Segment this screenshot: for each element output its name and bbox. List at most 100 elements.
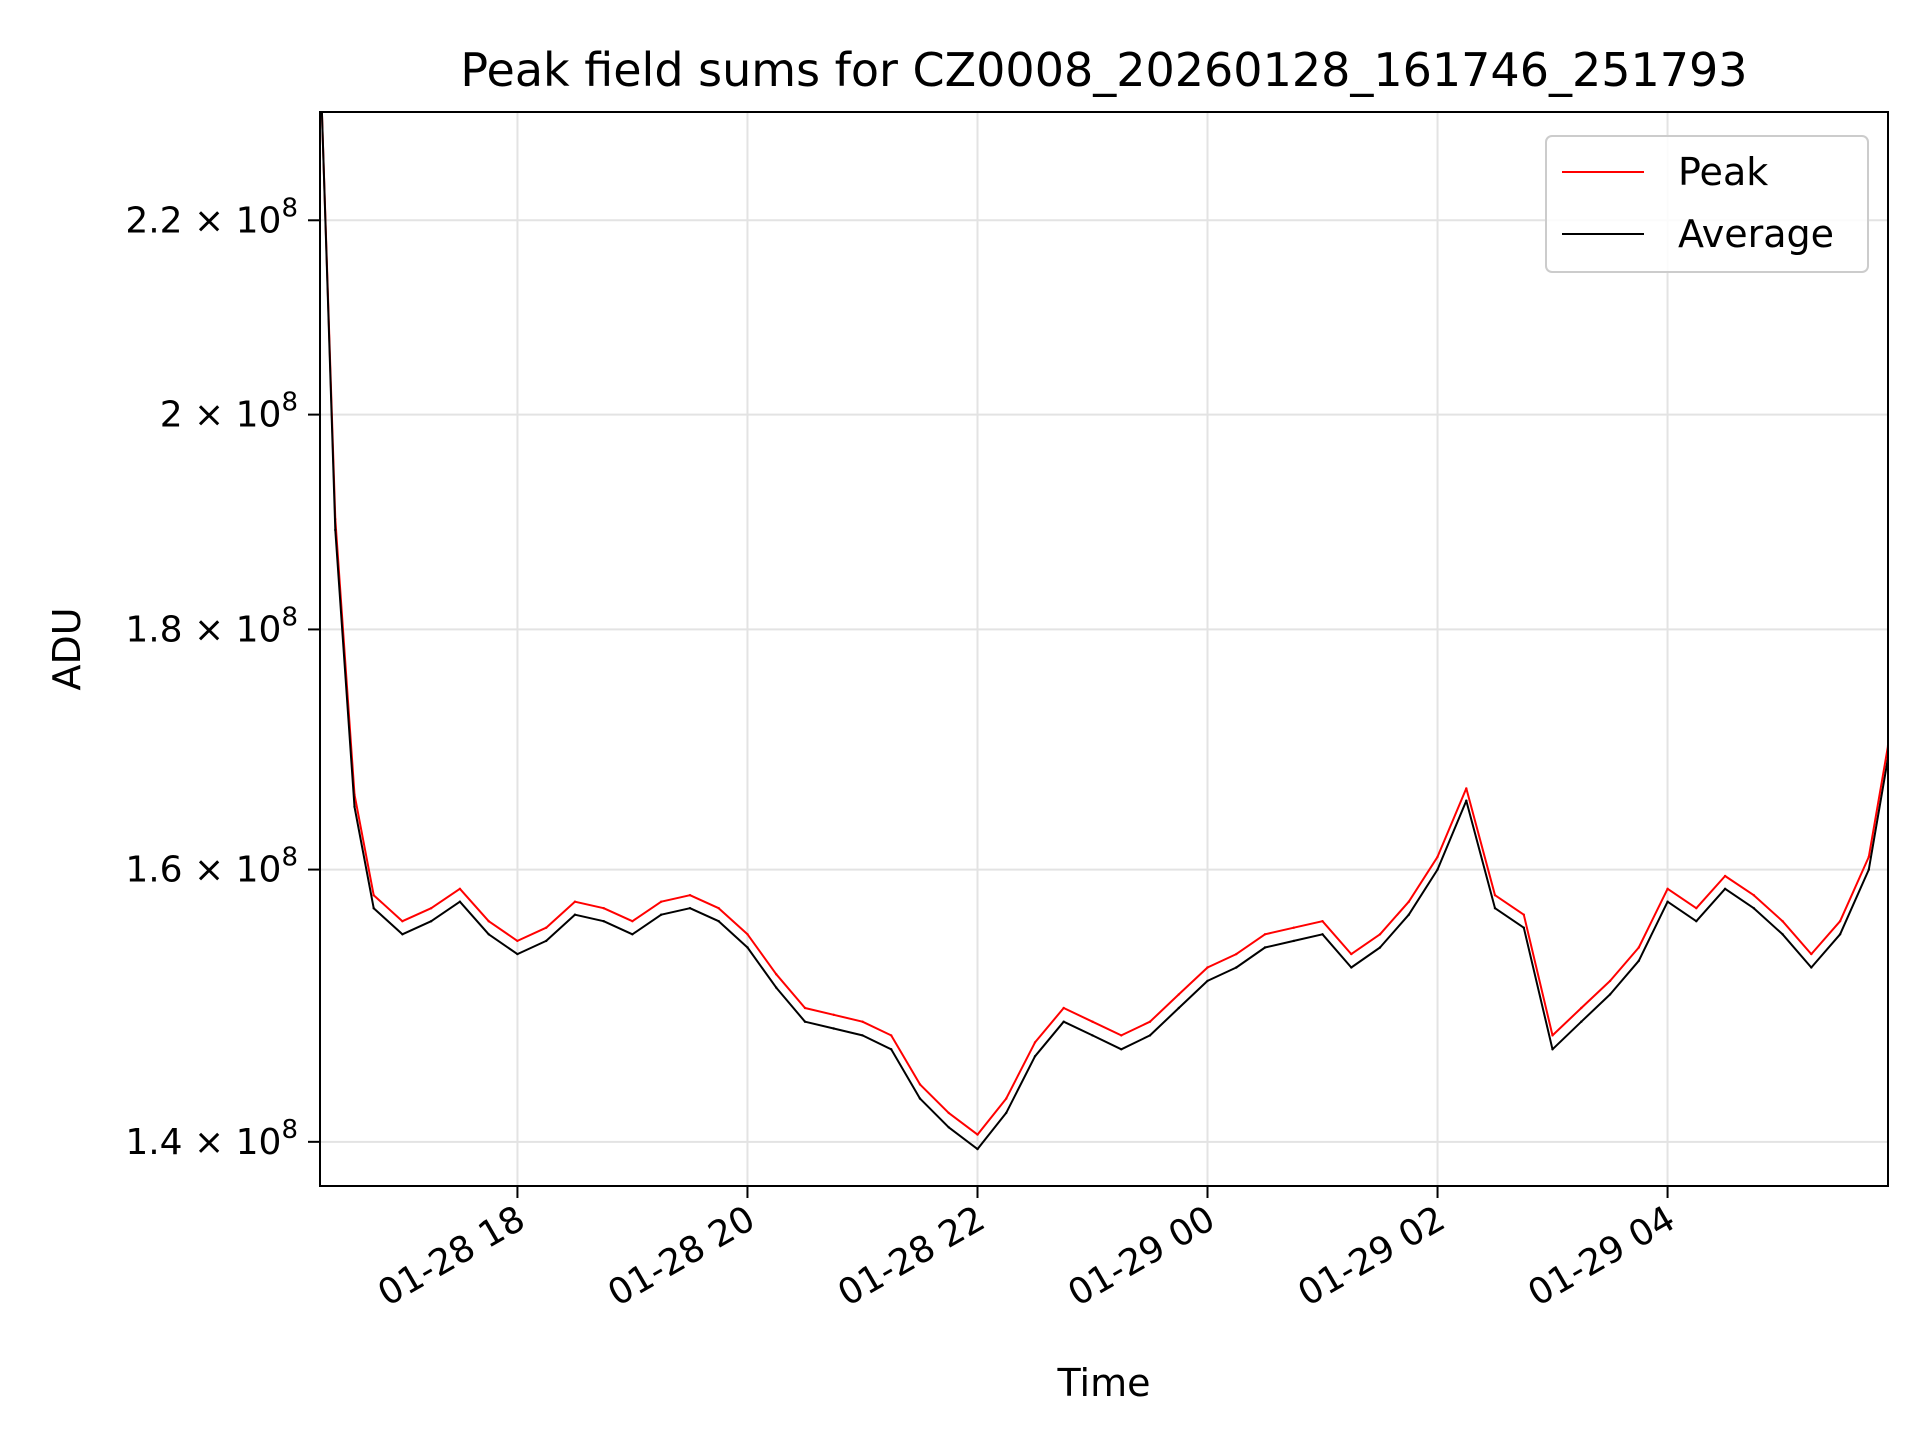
data-point-average	[631, 933, 634, 936]
data-point-peak	[1465, 787, 1468, 790]
data-point-average	[1493, 907, 1497, 910]
data-point-average	[1436, 868, 1439, 871]
x-tick-label: 01-28 18	[371, 1198, 532, 1314]
y-tick-mantissa: 2.2	[125, 200, 182, 241]
data-point-peak	[1120, 1034, 1123, 1037]
data-point-average	[353, 805, 356, 808]
y-tick-exponent: 8	[281, 193, 298, 223]
data-point-peak	[602, 907, 605, 910]
data-point-peak	[861, 1020, 864, 1023]
y-tick-exponent: 8	[281, 843, 298, 873]
data-point-average	[487, 933, 490, 936]
data-point-average	[1350, 966, 1353, 969]
y-axis-label: ADU	[45, 607, 89, 690]
data-point-peak	[1263, 933, 1267, 936]
data-point-peak	[1810, 952, 1813, 956]
data-point-average	[1120, 1048, 1123, 1051]
y-tick-times: × 10	[183, 395, 282, 436]
data-point-average	[334, 528, 337, 532]
data-point-peak	[1838, 920, 1842, 923]
data-point-peak	[1235, 952, 1238, 956]
x-tick-label: 01-29 04	[1521, 1198, 1682, 1314]
data-point-average	[1522, 926, 1526, 929]
data-point-average	[1781, 933, 1784, 936]
data-point-average	[516, 952, 519, 956]
data-point-average	[401, 933, 404, 936]
data-point-average	[1177, 1006, 1181, 1010]
data-point-peak	[1493, 894, 1497, 897]
data-point-average	[1695, 920, 1698, 923]
data-point-peak	[775, 973, 778, 976]
data-point-peak	[458, 887, 462, 890]
y-tick-mantissa: 1.6	[125, 850, 182, 891]
y-tick-label: 1.6 × 108	[125, 843, 298, 891]
data-point-average	[717, 920, 720, 923]
data-point-peak	[487, 920, 490, 923]
data-point-average	[890, 1048, 893, 1051]
data-point-average	[1378, 946, 1382, 949]
data-point-average	[1321, 933, 1324, 936]
data-point-peak	[1292, 926, 1296, 929]
data-point-peak	[1436, 855, 1439, 859]
data-point-peak	[1522, 913, 1526, 916]
data-point-peak	[947, 1111, 950, 1115]
data-point-peak	[1637, 946, 1641, 949]
data-point-peak	[1752, 894, 1756, 897]
legend: Peak Average	[1545, 135, 1869, 273]
data-point-peak	[1350, 952, 1353, 956]
data-point-peak	[1407, 900, 1411, 903]
y-tick-times: × 10	[183, 609, 282, 650]
data-point-average	[1292, 939, 1296, 943]
data-point-peak	[545, 926, 548, 929]
data-point-peak	[516, 939, 519, 943]
y-tick-mantissa: 1.8	[125, 609, 182, 650]
data-point-average	[1867, 868, 1871, 871]
grid-layer	[320, 112, 1888, 1186]
data-point-peak	[1148, 1020, 1152, 1023]
y-tick-label: 1.4 × 108	[125, 1115, 298, 1163]
data-point-peak	[1580, 1006, 1583, 1010]
y-tick-times: × 10	[183, 850, 282, 891]
data-point-average	[947, 1126, 950, 1129]
data-point-average	[660, 913, 663, 916]
data-point-peak	[1091, 1020, 1094, 1023]
y-tick-label: 1.8 × 108	[125, 602, 298, 650]
legend-label-peak: Peak	[1678, 150, 1768, 194]
data-point-peak	[1177, 993, 1181, 996]
data-point-average	[1033, 1055, 1037, 1058]
data-point-average	[573, 913, 577, 916]
data-point-peak	[1666, 887, 1669, 890]
chart-title: Peak field sums for CZ0008_20260128_1617…	[460, 43, 1747, 97]
data-point-average	[1235, 966, 1238, 969]
legend-label-average: Average	[1678, 212, 1834, 256]
tick-layer: 01-28 18 01-28 20 01-28 22 01-29 00 01-29 02…	[125, 193, 1682, 1314]
data-point-average	[1810, 966, 1813, 969]
data-point-average	[1838, 933, 1842, 936]
data-point-average	[1637, 959, 1641, 962]
data-point-peak	[1321, 920, 1324, 923]
data-point-average	[1148, 1034, 1152, 1037]
data-point-peak	[1378, 933, 1382, 936]
data-point-average	[602, 920, 605, 923]
data-point-average	[430, 920, 433, 923]
data-point-peak	[918, 1083, 922, 1086]
data-point-peak	[1005, 1097, 1008, 1100]
data-point-peak	[688, 894, 692, 897]
x-tick-label: 01-28 22	[831, 1198, 992, 1314]
data-point-average	[861, 1034, 864, 1037]
data-point-average	[1062, 1020, 1065, 1023]
x-tick-label: 01-28 20	[601, 1198, 762, 1314]
data-point-peak	[746, 933, 749, 936]
y-tick-times: × 10	[183, 200, 282, 241]
data-point-average	[688, 907, 692, 910]
y-tick-times: × 10	[183, 1122, 282, 1163]
data-point-peak	[1062, 1006, 1065, 1010]
data-point-peak	[1867, 855, 1871, 859]
data-point-peak	[573, 900, 577, 903]
data-point-average	[1206, 979, 1209, 983]
data-point-peak	[430, 907, 433, 910]
legend-box	[1545, 135, 1869, 273]
data-point-average	[775, 986, 778, 989]
